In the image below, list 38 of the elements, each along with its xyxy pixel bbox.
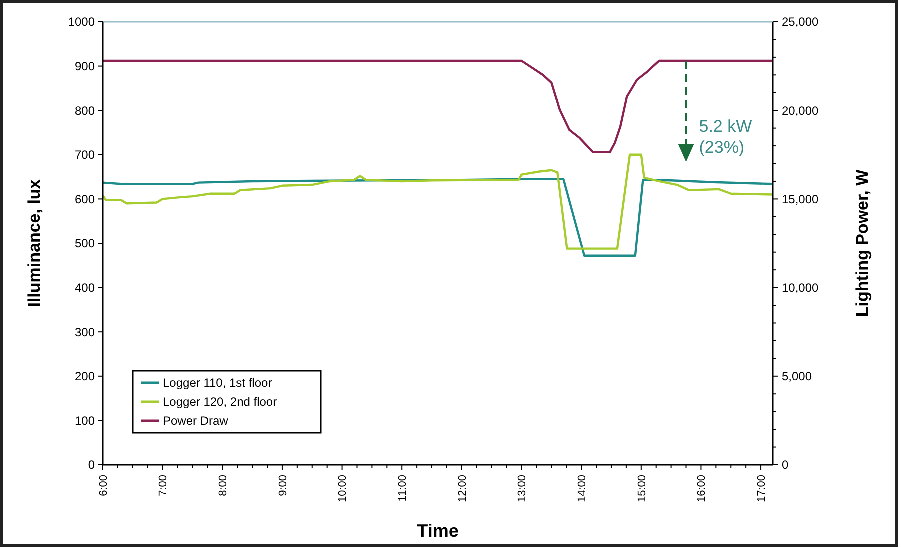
y2-tick-label: 20,000 (782, 104, 820, 118)
y2-axis-title: Lighting Power, W (853, 168, 872, 318)
annotation: 5.2 kW (699, 117, 752, 136)
legend-label: Power Draw (163, 414, 229, 428)
x-tick-label: 15:00 (636, 475, 648, 503)
legend-label: Logger 110, 1st floor (163, 376, 272, 390)
y2-tick-label: 0 (782, 458, 789, 472)
x-tick-label: 16:00 (696, 475, 708, 503)
y-tick-label: 400 (74, 281, 96, 295)
y2-tick-label: 25,000 (782, 15, 820, 30)
y2-tick-label: 15,000 (782, 192, 820, 206)
x-tick-label: 6:00 (98, 475, 110, 496)
x-tick-label: 12:00 (456, 475, 469, 503)
x-tick-label: 11:00 (396, 475, 409, 502)
y2-tick-label: 5,000 (782, 370, 812, 384)
x-tick-label: 13:00 (516, 475, 529, 503)
x-tick-label: 10:00 (337, 475, 350, 503)
y-tick-label: 900 (74, 60, 96, 74)
y-axis-title: Illuminance, lux (25, 179, 44, 308)
y2-tick-label: 10,000 (782, 281, 820, 295)
x-tick-label: 7:00 (158, 475, 170, 496)
x-tick-label: 14:00 (576, 475, 588, 503)
annotation: (23%) (699, 138, 745, 158)
x-axis-title: Time (417, 521, 459, 541)
y-tick-label: 600 (74, 192, 96, 206)
y-tick-label: 0 (88, 458, 96, 472)
x-tick-label: 17:00 (756, 475, 768, 503)
y-tick-label: 300 (74, 325, 96, 340)
legend-label: Logger 120, 2nd floor (163, 395, 278, 410)
y-tick-label: 1000 (68, 15, 96, 30)
y-tick-label: 200 (74, 370, 96, 384)
y-tick-label: 700 (74, 148, 96, 162)
y-tick-label: 800 (74, 104, 96, 118)
line-series (102, 178, 774, 258)
y-tick-label: 500 (74, 236, 96, 251)
x-tick-label: 9:00 (277, 475, 290, 496)
x-tick-label: 8:00 (217, 475, 230, 496)
y-tick-label: 100 (74, 414, 96, 428)
